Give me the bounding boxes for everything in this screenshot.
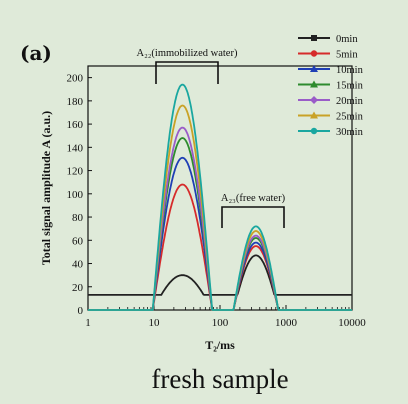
legend-marker bbox=[310, 65, 318, 72]
panel-label: (a) bbox=[20, 41, 52, 65]
y-tick-label: 140 bbox=[67, 142, 84, 154]
y-tick-label: 60 bbox=[72, 235, 84, 247]
annotation-label: A₂₃(free water) bbox=[221, 193, 286, 204]
annotation-label: A₂₂(immobilized water) bbox=[137, 48, 238, 59]
series-line-25min bbox=[87, 104, 353, 311]
series-line-10min bbox=[87, 156, 353, 311]
y-axis-title: Total signal amplitude A (a.u.) bbox=[39, 111, 53, 265]
annotations: A₂₂(immobilized water) A₂₃(free water) bbox=[137, 48, 286, 228]
plot-area: 0 20 40 60 80 100 120 140 160 180 200 1 10 100 1000 10… bbox=[67, 65, 366, 329]
x-axis-title: T₂/ms bbox=[205, 338, 235, 352]
y-tick-label: 20 bbox=[72, 282, 84, 294]
series-line-20min bbox=[87, 126, 353, 311]
figure-caption: fresh sample bbox=[151, 364, 288, 394]
x-tick-label: 10000 bbox=[338, 317, 366, 329]
y-axis-ticks: 0 20 40 60 80 100 120 140 160 180 200 bbox=[67, 73, 92, 317]
annotation-bracket bbox=[155, 61, 219, 84]
legend-marker bbox=[310, 50, 318, 57]
legend-label: 25min bbox=[336, 112, 364, 123]
x-tick-label: 1000 bbox=[275, 317, 298, 329]
x-tick-label: 1 bbox=[85, 317, 91, 329]
legend-label: 20min bbox=[336, 96, 364, 107]
x-tick-label: 100 bbox=[212, 317, 229, 329]
y-tick-label: 180 bbox=[67, 96, 84, 108]
x-axis-ticks: 1 10 100 1000 10000 bbox=[85, 305, 366, 329]
x-tick-label: 10 bbox=[149, 317, 161, 329]
legend: 0min 5min 10min 15min 20min 25min 30min bbox=[298, 34, 364, 138]
y-tick-label: 40 bbox=[72, 259, 84, 271]
legend-label: 30min bbox=[336, 127, 364, 138]
legend-marker bbox=[310, 111, 318, 119]
series-line-15min bbox=[87, 137, 353, 311]
y-tick-label: 80 bbox=[72, 212, 84, 224]
legend-label: 5min bbox=[336, 50, 358, 61]
y-tick-label: 100 bbox=[67, 189, 84, 201]
series-line-30min bbox=[87, 83, 353, 311]
y-tick-label: 160 bbox=[67, 119, 84, 131]
legend-marker bbox=[310, 96, 318, 104]
legend-marker bbox=[311, 35, 317, 41]
y-tick-label: 200 bbox=[67, 73, 84, 85]
legend-marker bbox=[310, 80, 318, 88]
plot-frame bbox=[87, 65, 353, 311]
legend-label: 15min bbox=[336, 81, 364, 92]
y-tick-label: 0 bbox=[78, 305, 84, 317]
annotation-bracket bbox=[221, 206, 285, 228]
series-lines bbox=[87, 83, 353, 311]
legend-label: 0min bbox=[336, 34, 358, 45]
legend-marker bbox=[310, 127, 318, 135]
legend-label: 10min bbox=[336, 65, 364, 76]
y-tick-label: 120 bbox=[67, 166, 84, 178]
series-line-0min bbox=[87, 254, 353, 296]
